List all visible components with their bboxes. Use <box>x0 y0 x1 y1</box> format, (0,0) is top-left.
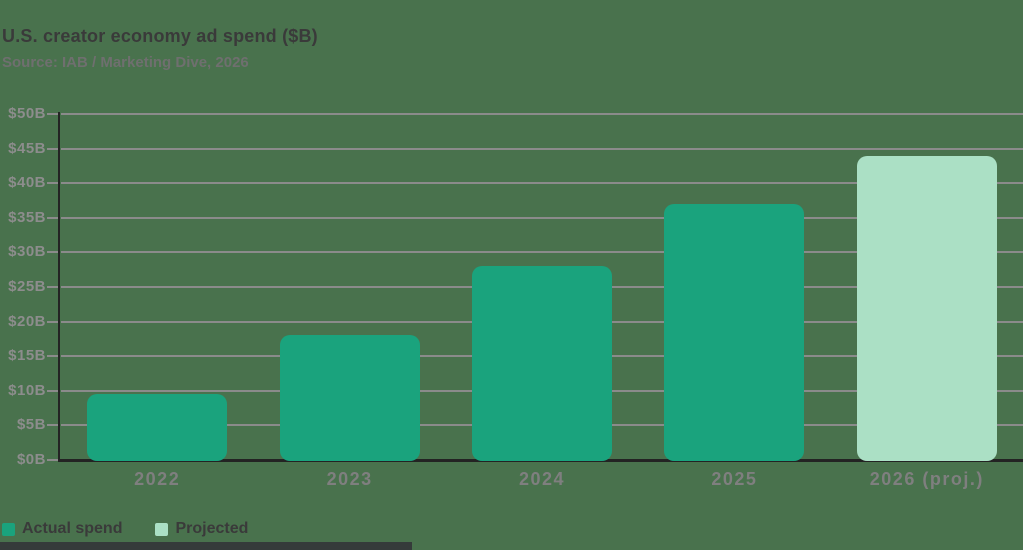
chart-source-note: Source: IAB / Marketing Dive, 2026 <box>2 54 249 71</box>
x-axis-label: 2025 <box>711 469 758 489</box>
x-axis-label: 2026 (proj.) <box>869 469 984 489</box>
y-axis-label: $10B <box>8 381 46 399</box>
y-axis-label: $0B <box>16 451 46 468</box>
chart-bar-2023 <box>279 335 420 461</box>
y-axis-label: $25B <box>8 278 46 295</box>
y-axis-tick <box>47 216 59 219</box>
y-axis-tick <box>47 251 59 254</box>
gridline <box>61 113 1023 115</box>
y-axis-tick <box>47 459 59 461</box>
x-axis-label: 2022 <box>134 469 181 489</box>
y-axis-label: $35B <box>8 208 46 226</box>
y-axis-label: $40B <box>8 174 46 192</box>
legend-label: Projected <box>175 520 249 537</box>
legend-item: Projected <box>155 520 248 538</box>
y-axis-tick <box>47 113 59 115</box>
legend-item: Actual spend <box>2 520 122 538</box>
y-axis-label: $45B <box>8 139 46 157</box>
y-axis-tick <box>47 389 59 392</box>
y-axis-tick <box>47 147 59 150</box>
legend-swatch-projected <box>155 522 169 536</box>
gridline <box>61 147 1023 150</box>
chart-bar-2025 <box>664 203 805 461</box>
chart-bar-2022 <box>87 394 228 461</box>
page-title: U.S. creator economy ad spend ($B) <box>2 26 318 46</box>
y-axis-line <box>58 112 60 461</box>
bottom-edge-bar <box>0 542 412 550</box>
legend-swatch-actual <box>2 522 15 536</box>
x-axis-label: 2023 <box>326 469 373 489</box>
y-axis-tick <box>47 355 59 358</box>
legend-label: Actual spend <box>22 520 123 537</box>
x-axis-label: 2024 <box>518 469 566 489</box>
y-axis-label: $30B <box>8 243 46 261</box>
chart-bar-2024 <box>472 266 612 461</box>
gridline <box>61 216 1023 219</box>
y-axis-tick <box>47 286 59 288</box>
y-axis-tick <box>47 320 59 323</box>
y-axis-tick <box>47 424 59 427</box>
chart-legend: Actual spend Projected <box>2 520 248 538</box>
gridline <box>61 182 1023 185</box>
y-axis-label: $20B <box>8 312 46 330</box>
gridline <box>61 251 1023 254</box>
y-axis-label: $50B <box>8 105 46 122</box>
y-axis-label: $15B <box>8 347 46 365</box>
chart-bar-2026-proj <box>856 155 997 461</box>
y-axis-tick <box>47 182 59 185</box>
y-axis-label: $5B <box>16 416 46 434</box>
